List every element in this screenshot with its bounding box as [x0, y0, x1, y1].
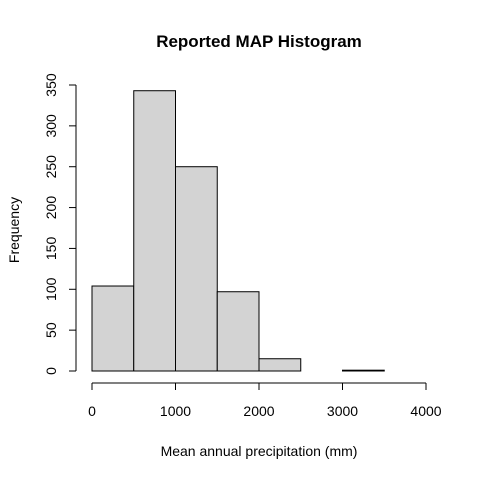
- chart-title: Reported MAP Histogram: [156, 32, 362, 51]
- y-tick-label: 0: [43, 367, 59, 375]
- y-tick-label: 200: [43, 196, 59, 220]
- x-tick-label: 2000: [243, 403, 274, 419]
- histogram-bar-4: [258, 358, 302, 372]
- y-tick-label: 250: [43, 155, 59, 179]
- histogram-bar-1: [133, 90, 176, 372]
- y-tick-label: 350: [43, 73, 59, 97]
- y-axis-label: Frequency: [6, 197, 22, 263]
- x-axis-label: Mean annual precipitation (mm): [161, 443, 358, 459]
- histogram-bar-6: [342, 369, 385, 372]
- y-tick-label: 100: [43, 277, 59, 301]
- y-tick-label: 300: [43, 114, 59, 138]
- x-tick-label: 0: [88, 403, 96, 419]
- bars-group: [91, 90, 385, 372]
- x-tick-label: 1000: [160, 403, 191, 419]
- x-tick-label: 3000: [327, 403, 358, 419]
- histogram-bar-2: [175, 166, 218, 372]
- x-tick-label: 4000: [410, 403, 441, 419]
- y-tick-label: 50: [43, 322, 59, 338]
- y-axis: 0 50 100 150 200 250 300 350: [43, 73, 77, 375]
- y-tick-label: 150: [43, 237, 59, 261]
- x-axis: 0 1000 2000 3000 4000: [88, 382, 442, 419]
- histogram-bar-3: [216, 291, 260, 372]
- histogram-bar-0: [91, 285, 135, 372]
